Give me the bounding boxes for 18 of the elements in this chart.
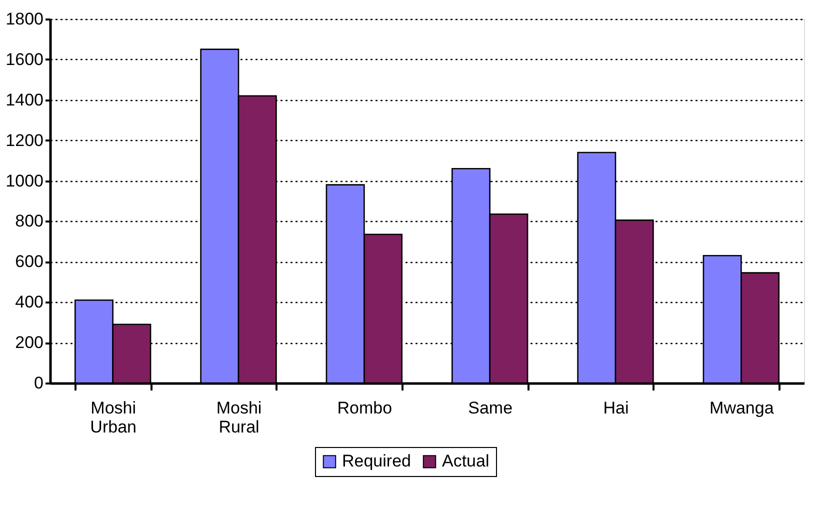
y-tick-label: 1600 <box>6 50 44 69</box>
y-tick-label: 0 <box>34 374 44 392</box>
x-tick-label: Rombo <box>337 398 392 418</box>
legend-label: Required <box>342 452 411 471</box>
y-tick-label: 200 <box>15 333 44 352</box>
x-tick-label: Hai <box>603 398 629 418</box>
y-tick-label: 600 <box>15 252 44 272</box>
y-tick-label: 1800 <box>6 10 44 28</box>
x-tick-label: Moshi Rural <box>216 398 262 436</box>
x-tick-label: Moshi Urban <box>90 398 136 436</box>
legend-label: Actual <box>442 452 490 471</box>
y-tick-label: 400 <box>15 292 44 312</box>
y-tick-label: 800 <box>15 212 44 231</box>
y-tick-label: 1000 <box>6 171 44 190</box>
y-tick-label: 1400 <box>6 90 44 110</box>
x-tick-label: Mwanga <box>710 398 774 418</box>
y-tick-label: 1200 <box>6 130 44 150</box>
x-tick-label: Same <box>468 398 513 418</box>
